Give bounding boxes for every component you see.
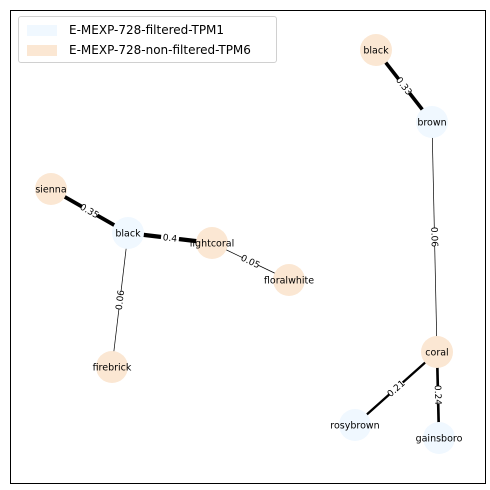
- edge-weight-label: 0.24: [432, 385, 442, 406]
- node-floralwhite-circle: [273, 264, 305, 296]
- node-label: coral: [425, 348, 448, 359]
- edge-weight-label: 0.35: [78, 203, 100, 222]
- legend-swatch-filtered: [27, 24, 57, 36]
- edge-weight-label: 0.05: [239, 254, 261, 272]
- legend-item-filtered: E-MEXP-728-filtered-TPM1: [27, 23, 224, 37]
- node-label: rosybrown: [330, 421, 379, 432]
- edge-label-background: [432, 385, 445, 405]
- node-label: floralwhite: [264, 276, 314, 287]
- node-firebrick-circle: [96, 351, 128, 383]
- edge-label-background: [240, 252, 262, 270]
- legend-label-filtered: E-MEXP-728-filtered-TPM1: [69, 23, 225, 37]
- edge-weight-label: 0.4: [162, 233, 178, 245]
- node-layer: black brown coral rosybrown gainsboro sienna b…: [35, 34, 463, 454]
- node-label: lightcoral: [190, 239, 234, 250]
- node-label: sienna: [35, 185, 66, 196]
- node-label: firebrick: [93, 363, 132, 374]
- edge-label-layer: 0.330.060.21 0.240.350.40.050.06: [78, 75, 445, 406]
- edge-label-background: [385, 378, 407, 399]
- node-sienna-circle: [35, 173, 67, 205]
- edge-weight-label: 0.06: [428, 227, 438, 248]
- edge-label-background: [79, 201, 101, 220]
- node-lightcoral-circle: [196, 227, 228, 259]
- node-black-circle: [360, 34, 392, 66]
- legend-swatch-non-filtered: [27, 44, 57, 56]
- node-coral-circle: [421, 336, 453, 368]
- node-label: brown: [417, 118, 446, 129]
- legend-item-non-filtered: E-MEXP-728-non-filtered-TPM6: [27, 43, 251, 57]
- node-rosybrown-circle: [339, 409, 371, 441]
- node-brown-circle: [416, 106, 448, 138]
- edge-weight-label: 0.06: [115, 289, 127, 310]
- edge-label-background: [160, 230, 180, 245]
- node-label: gainsboro: [416, 434, 463, 445]
- edge-label-background: [429, 227, 441, 247]
- legend-label-non-filtered: E-MEXP-728-non-filtered-TPM6: [69, 43, 251, 57]
- edge-label-background: [112, 290, 127, 310]
- node-black-circle: [112, 217, 144, 249]
- edge-label-background: [394, 75, 415, 97]
- legend: E-MEXP-728-filtered-TPM1 E-MEXP-728-non-…: [18, 16, 277, 63]
- node-label: black: [363, 46, 389, 57]
- node-gainsboro-circle: [423, 422, 455, 454]
- node-label: black: [115, 229, 141, 240]
